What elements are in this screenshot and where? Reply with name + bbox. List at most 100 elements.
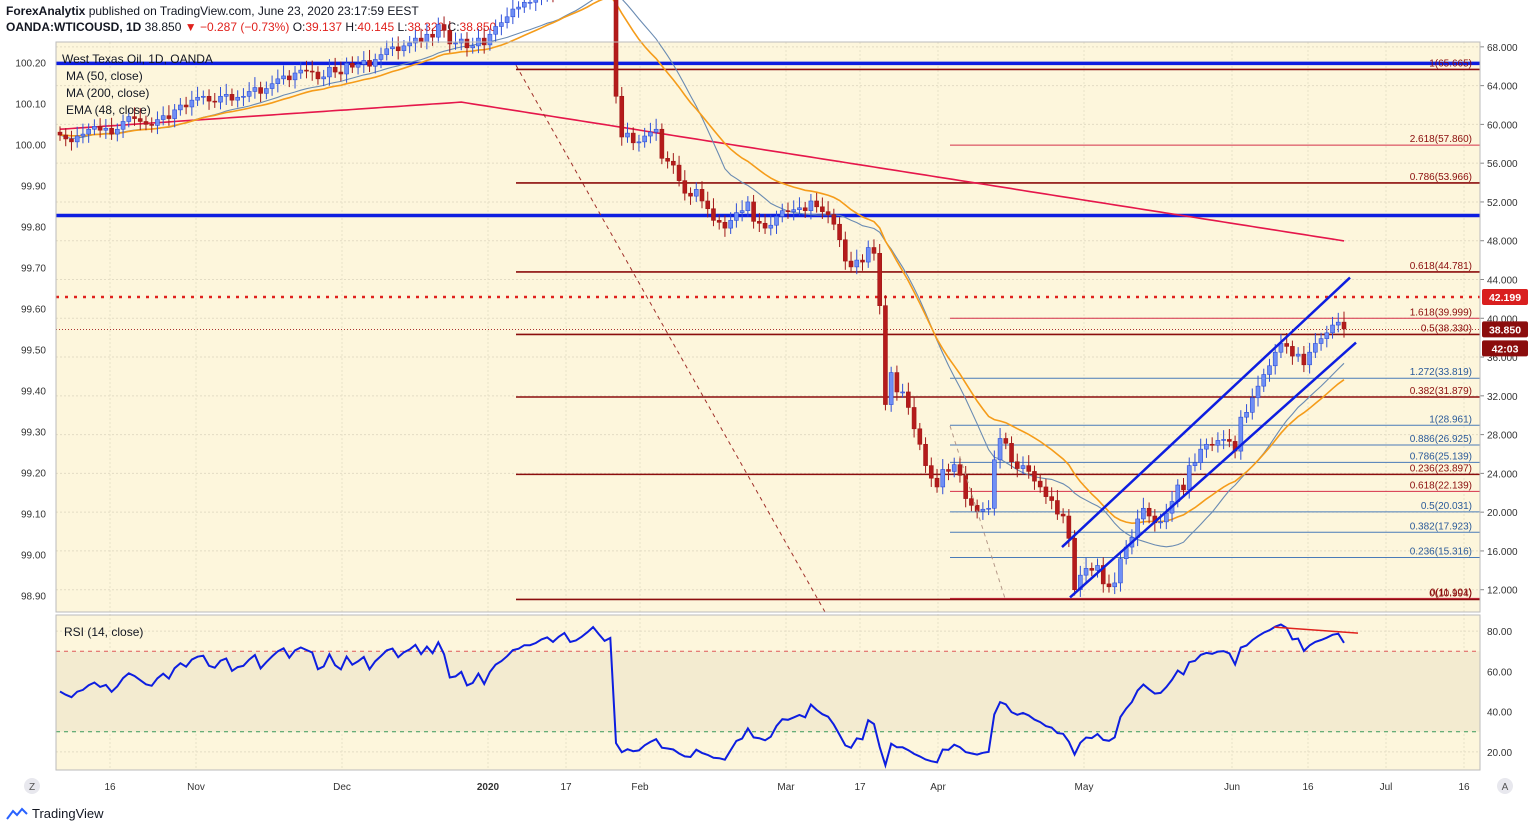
candle-body	[132, 116, 137, 119]
left-tick-label: 99.10	[21, 510, 46, 521]
candle-body	[361, 60, 367, 65]
candle-body	[149, 124, 155, 126]
low-label: L:	[397, 20, 408, 34]
fib-outer-label: 0.618(44.781)	[1410, 261, 1472, 272]
candle-body	[120, 121, 126, 130]
candle-body	[986, 507, 991, 510]
candle-body	[137, 118, 143, 122]
x-tick-label: Mar	[777, 782, 795, 793]
candle-body	[436, 24, 441, 38]
candle-body	[281, 75, 286, 80]
candle-body	[229, 94, 235, 101]
left-tick-label: 99.60	[21, 305, 46, 316]
candle-body	[1060, 513, 1066, 517]
fib-outer-label: 2.618(57.860)	[1410, 134, 1472, 145]
candle-body	[97, 126, 103, 131]
price-badge-label: 42.199	[1489, 292, 1521, 304]
x-tick-label: 16	[1302, 782, 1314, 793]
candle-body	[946, 469, 951, 472]
candle-body	[785, 210, 791, 212]
candle-body	[636, 141, 642, 144]
candle-body	[1295, 353, 1301, 357]
right-tick-label: 40.000	[1487, 314, 1518, 325]
footer: TradingView	[6, 806, 104, 821]
right-tick-label: 52.000	[1487, 198, 1518, 209]
left-tick-label: 99.20	[21, 469, 46, 480]
change-value: −0.287 (−0.73%)	[199, 20, 290, 34]
x-tick-label: May	[1075, 782, 1094, 793]
candle-body	[1158, 521, 1163, 524]
candle-body	[1209, 443, 1215, 446]
last-price: 38.850	[144, 20, 182, 34]
candle-body	[327, 66, 332, 78]
rsi-tick-label: 20.00	[1487, 748, 1512, 759]
right-tick-label: 56.000	[1487, 159, 1518, 170]
footer-brand[interactable]: TradingView	[32, 806, 104, 821]
left-tick-label: 99.40	[21, 387, 46, 398]
candle-body	[1261, 374, 1267, 387]
candle-body	[1118, 558, 1123, 584]
candle-body	[625, 132, 630, 138]
candle-body	[1066, 515, 1072, 539]
high-label: H:	[345, 20, 358, 34]
zoom-button-left[interactable]: Z	[24, 778, 40, 794]
candle-body	[940, 469, 946, 488]
candle-body	[464, 38, 470, 49]
candle-body	[688, 192, 693, 197]
main-pane-bg	[56, 42, 1480, 612]
left-tick-label: 99.70	[21, 264, 46, 275]
candle-body	[762, 222, 768, 229]
close-value: 38.850	[459, 20, 497, 34]
candle-body	[676, 164, 682, 181]
fib-outer-label: 0.618(22.139)	[1410, 480, 1472, 491]
auto-scale-button-label: A	[1502, 782, 1509, 793]
candle-body	[848, 260, 854, 268]
channel-lower-line	[1069, 341, 1357, 599]
candle-body	[900, 391, 905, 394]
ma200-line	[59, 101, 1345, 242]
x-tick-label: 16	[1458, 782, 1470, 793]
candle-body	[768, 224, 774, 229]
candle-body	[1238, 416, 1244, 452]
candle-body	[441, 24, 447, 31]
candle-body	[533, 0, 539, 3]
candle-body	[1204, 443, 1209, 450]
candle-body	[837, 223, 842, 241]
candle-body	[304, 69, 309, 72]
x-tick-label: 17	[854, 782, 866, 793]
candle-body	[917, 428, 923, 445]
candle-body	[1020, 465, 1026, 469]
candle-body	[1009, 443, 1014, 463]
candle-body	[458, 38, 464, 44]
candle-body	[802, 207, 808, 211]
candle-body	[1100, 565, 1106, 585]
rsi-tick-label: 80.00	[1487, 627, 1512, 638]
ema48-line	[59, 0, 1345, 525]
candle-body	[493, 26, 498, 35]
candle-body	[80, 133, 86, 137]
candle-body	[69, 138, 74, 143]
candle-body	[648, 131, 653, 137]
candle-body	[1255, 385, 1261, 399]
candle-body	[734, 212, 739, 221]
candle-body	[57, 131, 63, 136]
price-badge-label: 38.850	[1489, 324, 1521, 336]
fib-diagonal-2	[949, 425, 1006, 599]
legend-ma200: MA (200, close)	[66, 86, 149, 100]
candle-body	[430, 33, 435, 38]
auto-scale-button[interactable]: A	[1497, 778, 1513, 794]
candle-body	[1089, 568, 1095, 571]
candle-body	[682, 180, 688, 194]
candle-body	[808, 200, 814, 211]
candle-body	[997, 438, 1003, 461]
candle-body	[951, 464, 957, 472]
fib-diagonal-1	[515, 65, 826, 613]
candle-body	[1003, 438, 1009, 444]
candle-body	[201, 95, 206, 98]
candle-body	[252, 87, 258, 92]
publisher-name[interactable]: ForexAnalytix	[6, 4, 86, 18]
candle-body	[923, 443, 928, 466]
candle-body	[143, 121, 149, 125]
legend: West Texas Oil, 1D, OANDA MA (50, close)…	[62, 52, 213, 639]
